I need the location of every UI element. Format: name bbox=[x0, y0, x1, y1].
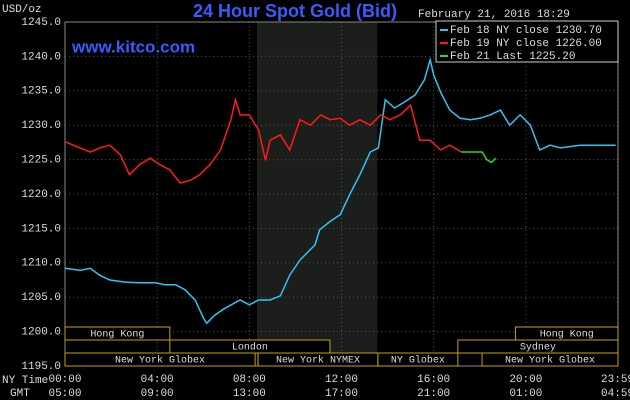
y-tick-label: 1245.0 bbox=[21, 17, 61, 29]
x-row-label: GMT bbox=[10, 388, 30, 400]
session-bar bbox=[481, 352, 619, 367]
y-tick-label: 1195.0 bbox=[21, 361, 61, 373]
y-tick-label: 1210.0 bbox=[21, 258, 61, 270]
session-label: Sydney bbox=[520, 342, 556, 354]
y-unit: USD/oz bbox=[2, 4, 42, 16]
source: www.kitco.com bbox=[71, 37, 195, 56]
price-line bbox=[64, 96, 462, 184]
x-tick-label-gmt: 01:00 bbox=[509, 388, 542, 400]
session-bar bbox=[64, 352, 256, 367]
y-tick-label: 1205.0 bbox=[21, 292, 61, 304]
y-tick-label: 1225.0 bbox=[21, 155, 61, 167]
x-tick-label-gmt: 09:00 bbox=[141, 388, 174, 400]
y-tick-label: 1200.0 bbox=[21, 327, 61, 339]
x-tick-label-gmt: 05:00 bbox=[48, 388, 81, 400]
session-label: Hong Kong bbox=[90, 330, 144, 341]
session-bar bbox=[64, 326, 171, 341]
x-tick-label: 00:00 bbox=[48, 374, 81, 386]
price-line bbox=[64, 56, 616, 325]
y-tick-label: 1215.0 bbox=[21, 223, 61, 235]
x-tick-label: 16:00 bbox=[417, 374, 450, 386]
price-line bbox=[461, 151, 497, 164]
y-tick-label: 1240.0 bbox=[21, 51, 61, 63]
legend-box bbox=[435, 20, 619, 63]
session-label: New York Globex bbox=[505, 355, 595, 367]
legend-label: Feb 18 NY close 1230.70 bbox=[450, 25, 602, 37]
session-bar bbox=[377, 352, 459, 367]
x-tick-label-gmt: 17:00 bbox=[325, 388, 358, 400]
legend-label: Feb 19 NY close 1226.00 bbox=[450, 38, 602, 50]
chart-title: 24 Hour Spot Gold (Bid) bbox=[193, 1, 397, 21]
x-tick-label: 08:00 bbox=[233, 374, 266, 386]
timestamp: February 21, 2016 18:29 bbox=[418, 9, 570, 21]
session-label: New York Globex bbox=[115, 355, 205, 367]
session-label: New York NYMEX bbox=[276, 355, 360, 367]
session-label: Hong Kong bbox=[540, 330, 594, 341]
x-tick-label: 12:00 bbox=[325, 374, 358, 386]
x-tick-label-gmt: 04:59 bbox=[601, 388, 630, 400]
x-row-label: NY Time bbox=[2, 375, 48, 387]
x-tick-label: 20:00 bbox=[509, 374, 542, 386]
x-tick-label-gmt: 21:00 bbox=[417, 388, 450, 400]
x-tick-label: 04:00 bbox=[141, 374, 174, 386]
y-tick-label: 1230.0 bbox=[21, 120, 61, 132]
legend-label: Feb 21 Last 1225.20 bbox=[450, 51, 575, 63]
y-tick-label: 1220.0 bbox=[21, 189, 61, 201]
y-tick-label: 1235.0 bbox=[21, 86, 61, 98]
session-label: London bbox=[232, 342, 268, 354]
x-tick-label: 23:59 bbox=[601, 374, 630, 386]
x-tick-label-gmt: 13:00 bbox=[233, 388, 266, 400]
session-label: NY Globex bbox=[391, 355, 445, 367]
